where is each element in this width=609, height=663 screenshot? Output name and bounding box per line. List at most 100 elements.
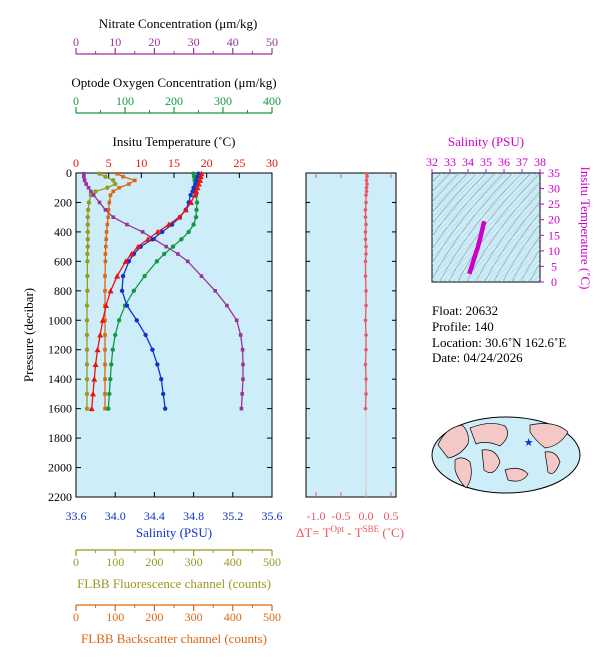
ts-temperature-tick-label: 10 — [548, 244, 560, 258]
temperature-tick-label: 25 — [233, 156, 245, 170]
delta-t-point — [365, 182, 369, 186]
oxygen-point — [193, 214, 199, 220]
nitrate-point — [86, 185, 91, 190]
backscatter-axis-tick-label: 200 — [145, 610, 163, 624]
oxygen-axis-tick-label: 100 — [116, 94, 134, 108]
temperature-point — [92, 361, 99, 367]
nitrate-axis-title: Nitrate Concentration (μm/kg) — [99, 16, 258, 31]
salinity-point — [119, 288, 125, 294]
ts-hatch-line — [432, 173, 453, 194]
temperature-point — [135, 243, 142, 250]
ts-isopycnal — [520, 248, 540, 282]
ts-hatch-line — [432, 173, 513, 253]
temperature-point — [91, 376, 98, 382]
backscatter-point — [103, 333, 107, 337]
backscatter-axis-title: FLBB Backscatter channel (counts) — [81, 631, 267, 646]
nitrate-point — [176, 252, 180, 256]
ts-hatch-line — [506, 249, 540, 282]
float-info: Float: 20632 Profile: 140 Location: 30.6… — [432, 303, 566, 365]
temperature-tick-label: 15 — [168, 156, 180, 170]
fluorescence-point — [85, 214, 90, 220]
ts-hatch-line — [511, 253, 540, 282]
nitrate-point — [234, 318, 239, 323]
nitrate-point — [89, 189, 93, 194]
ts-hatch-line — [432, 174, 540, 282]
delta-t-point — [365, 174, 369, 179]
ts-hatch-line — [432, 173, 463, 204]
ts-isopycnal — [529, 262, 540, 282]
ts-isopycnal — [439, 173, 523, 282]
oxygen-point — [154, 259, 160, 264]
ts-hatch-line — [432, 173, 473, 213]
oxygen-point — [109, 362, 114, 367]
temperature-point — [89, 390, 96, 397]
ts-isopycnal — [511, 235, 540, 282]
backscatter-point — [103, 377, 107, 381]
nitrate-point — [111, 215, 116, 219]
salinity-tick-label: 35.6 — [262, 509, 283, 523]
backscatter-point — [103, 392, 107, 396]
map-landmass — [544, 451, 561, 474]
backscatter-point — [106, 215, 110, 219]
ts-profile — [467, 220, 487, 275]
temperature-point — [198, 170, 205, 177]
ts-hatch-line — [461, 204, 540, 282]
ts-isopycnal — [432, 173, 487, 237]
salinity-tick-label: 35.2 — [222, 509, 243, 523]
temperature-tick-label: 0 — [73, 156, 79, 170]
fluorescence-axis-tick-label: 500 — [263, 555, 281, 569]
oxygen-point — [131, 288, 137, 294]
oxygen-point — [142, 273, 147, 279]
temperature-tick-label: 20 — [201, 156, 213, 170]
fluorescence-point — [85, 237, 90, 242]
delta-t-point — [363, 259, 368, 264]
map-landmass — [481, 449, 501, 473]
backscatter-point — [103, 252, 108, 256]
fluorescence-axis-tick-label: 100 — [106, 555, 124, 569]
pressure-tick-label: 1800 — [48, 431, 72, 445]
backscatter-point — [103, 318, 107, 323]
temperature-point — [94, 346, 101, 353]
ts-temperature-tick-label: 0 — [551, 275, 557, 289]
nitrate-point — [84, 182, 88, 186]
ts-hatch-line — [531, 273, 540, 282]
nitrate-point — [239, 406, 244, 411]
oxygen-axis-tick-label: 200 — [165, 94, 183, 108]
salinity-point — [159, 376, 164, 382]
fluorescence-point — [84, 376, 90, 382]
location: Location: 30.6˚N 162.6˚E — [432, 335, 566, 350]
ts-isopycnal — [432, 173, 451, 193]
fluorescence-point — [85, 229, 90, 235]
ts-temperature-tick-label: 20 — [548, 213, 560, 227]
ts-salinity-tick-label: 35 — [480, 155, 492, 169]
ts-salinity-tick-label: 36 — [498, 155, 510, 169]
nitrate-point — [199, 274, 204, 278]
fluorescence-point — [84, 332, 90, 338]
pressure-tick-label: 1400 — [48, 372, 72, 386]
backscatter-point — [103, 406, 107, 411]
map-landmass — [454, 457, 472, 489]
backscatter-point — [117, 185, 121, 190]
oxygen-axis-tick-label: 0 — [73, 94, 79, 108]
salinity-tick-label: 34.0 — [105, 509, 126, 523]
pressure-tick-label: 400 — [54, 225, 72, 239]
pressure-tick-label: 200 — [54, 195, 72, 209]
nitrate-axis-tick-label: 50 — [266, 35, 278, 49]
fluorescence-axis-title: FLBB Fluorescence channel (counts) — [77, 576, 271, 591]
ts-hatch-line — [456, 199, 540, 282]
ts-isopycnal — [538, 278, 540, 282]
delta-t-point — [365, 171, 369, 176]
fluorescence-axis-tick-label: 300 — [185, 555, 203, 569]
delta-t-point — [364, 289, 368, 293]
fluorescence-point — [85, 273, 90, 279]
delta-t-point — [363, 362, 368, 367]
ts-salinity-tick-label: 38 — [534, 155, 546, 169]
temperature-tick-label: 5 — [106, 156, 112, 170]
pressure-tick-label: 2000 — [48, 461, 72, 475]
oxygen-point — [113, 332, 118, 338]
delta-t-tick-label: 0.0 — [359, 509, 374, 523]
fluorescence-point — [85, 288, 90, 294]
delta-t-point — [363, 230, 368, 234]
temperature-point — [103, 302, 110, 309]
